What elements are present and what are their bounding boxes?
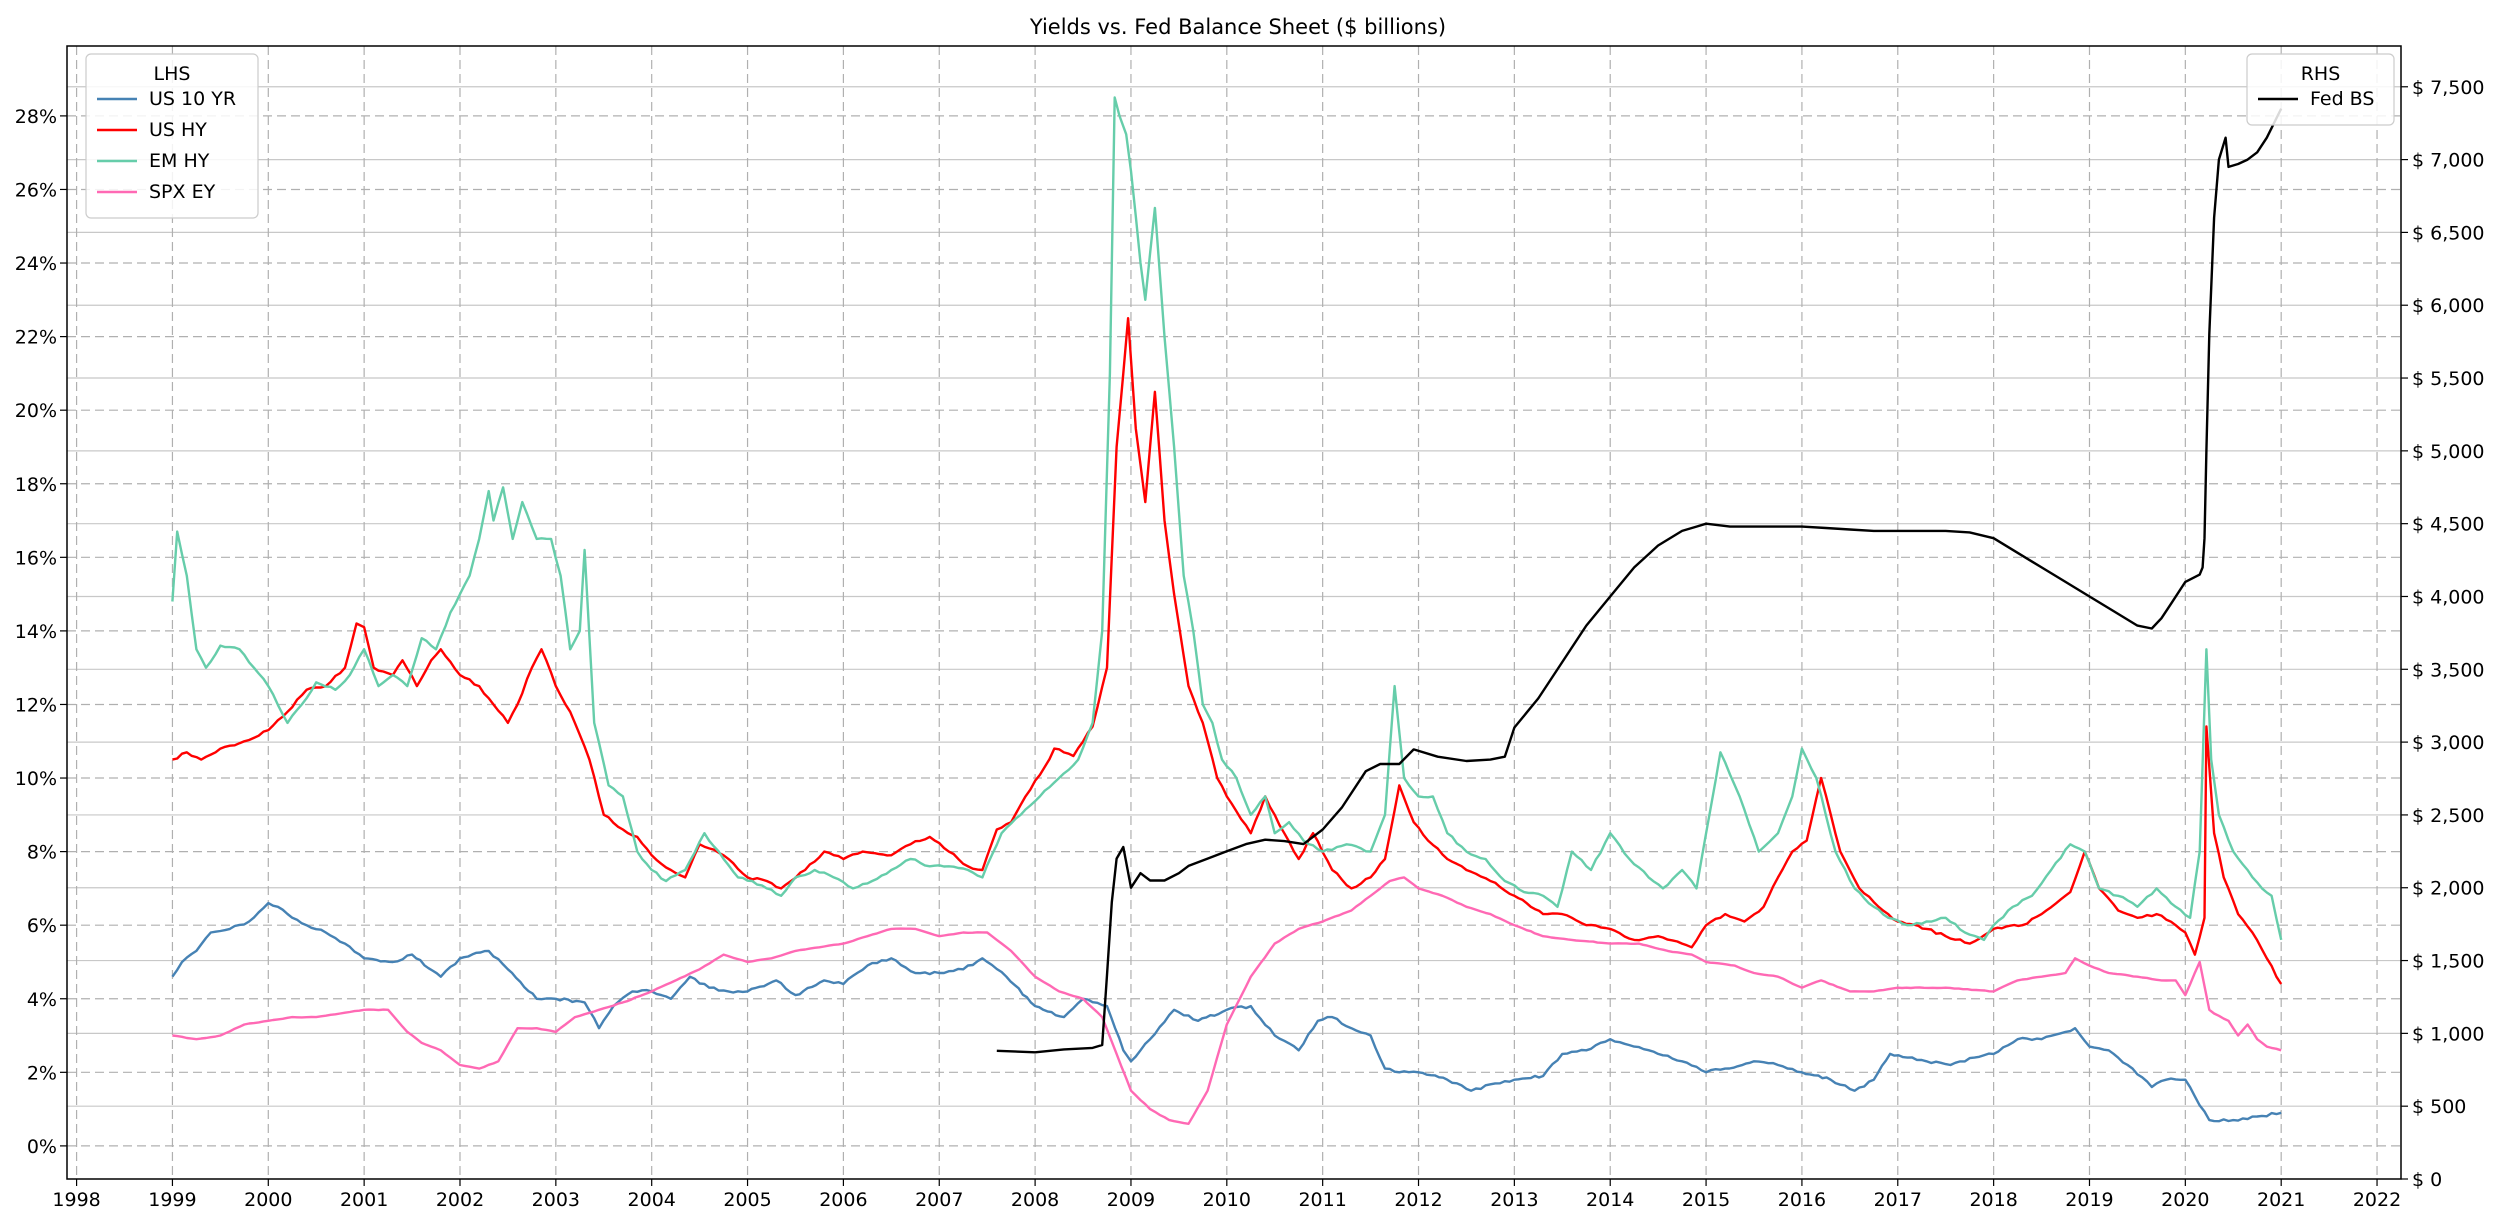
right-tick-label: $ 1,000 [2412, 1023, 2485, 1045]
x-tick-label: 2017 [1874, 1189, 1922, 1211]
x-tick-label: 2019 [2065, 1189, 2113, 1211]
left-tick-label: 14% [15, 621, 57, 643]
right-tick-label: $ 7,000 [2412, 150, 2485, 172]
right-tick-label: $ 4,000 [2412, 586, 2485, 608]
right-tick-label: $ 5,000 [2412, 441, 2485, 463]
x-tick-label: 2011 [1298, 1189, 1346, 1211]
x-tick-label: 2021 [2257, 1189, 2305, 1211]
right-tick-label: $ 3,000 [2412, 732, 2485, 754]
left-tick-label: 18% [15, 474, 57, 496]
legend-entry-label: SPX EY [149, 181, 216, 203]
x-tick-label: 2005 [723, 1189, 771, 1211]
chart-title: Yields vs. Fed Balance Sheet ($ billions… [1029, 15, 1446, 39]
left-tick-label: 8% [27, 842, 57, 864]
legend-box [85, 53, 259, 219]
series-line-us-10-yr [171, 901, 2282, 1123]
right-tick-label: $ 6,500 [2412, 222, 2485, 244]
x-tick-label: 2014 [1586, 1189, 1634, 1211]
legend-box [2246, 53, 2395, 126]
legend-entry-label: US HY [149, 119, 207, 141]
right-tick-label: $ 1,500 [2412, 951, 2485, 973]
left-tick-label: 12% [15, 694, 57, 716]
legend-title: LHS [154, 63, 191, 85]
right-tick-label: $ 6,000 [2412, 295, 2485, 317]
series-line-em-hy [171, 96, 2283, 942]
legend-rhs: RHS Fed BS [2246, 53, 2395, 126]
left-tick-label: 10% [15, 768, 57, 790]
series-line-fed-bs [996, 108, 2283, 1054]
x-tick-label: 2004 [628, 1189, 676, 1211]
right-tick-label: $ 3,500 [2412, 659, 2485, 681]
left-tick-label: 4% [27, 989, 57, 1011]
x-tick-label: 2022 [2353, 1189, 2401, 1211]
right-tick-label: $ 0 [2412, 1169, 2442, 1191]
x-tick-label: 2001 [340, 1189, 388, 1211]
x-tick-label: 2013 [1490, 1189, 1538, 1211]
right-tick-label: $ 7,500 [2412, 77, 2485, 99]
legend-lhs: LHS US 10 YR US HY EM HY SPX EY [85, 53, 259, 219]
left-tick-label: 26% [15, 179, 57, 201]
x-tick-label: 1999 [148, 1189, 196, 1211]
x-tick-label: 2016 [1778, 1189, 1826, 1211]
series-layer [171, 96, 2283, 1125]
right-tick-label: $ 2,000 [2412, 878, 2485, 900]
series-line-us-hy [172, 317, 2283, 985]
left-tick-label: 16% [15, 547, 57, 569]
x-tick-label: 2003 [532, 1189, 580, 1211]
x-tick-label: 2000 [244, 1189, 292, 1211]
right-tick-label: $ 500 [2412, 1096, 2466, 1118]
left-tick-label: 22% [15, 327, 57, 349]
right-tick-label: $ 4,500 [2412, 514, 2485, 536]
legend-entry-label: US 10 YR [149, 88, 236, 110]
x-tick-label: 2018 [1969, 1189, 2017, 1211]
legend-entry-label: EM HY [149, 150, 210, 172]
x-tick-label: 2006 [819, 1189, 867, 1211]
left-tick-label: 2% [27, 1062, 57, 1084]
x-tick-label: 2007 [915, 1189, 963, 1211]
x-tick-label: 2010 [1203, 1189, 1251, 1211]
left-tick-label: 0% [27, 1136, 57, 1158]
x-tick-label: 2008 [1011, 1189, 1059, 1211]
series-line-spx-ey [172, 876, 2282, 1125]
legend-entry-label: Fed BS [2310, 88, 2374, 110]
left-tick-label: 20% [15, 400, 57, 422]
x-tick-label: 2020 [2161, 1189, 2209, 1211]
left-tick-label: 24% [15, 253, 57, 275]
axis-layer: 1998 1999 2000 2001 2002 2003 2004 2005 2006 2007… [15, 77, 2485, 1211]
left-tick-label: 6% [27, 915, 57, 937]
left-tick-label: 28% [15, 106, 57, 128]
x-tick-label: 2009 [1107, 1189, 1155, 1211]
x-tick-label: 1998 [52, 1189, 100, 1211]
x-tick-label: 2015 [1682, 1189, 1730, 1211]
right-tick-label: $ 5,500 [2412, 368, 2485, 390]
x-tick-label: 2002 [436, 1189, 484, 1211]
plot-frame [66, 45, 2402, 1180]
x-tick-label: 2012 [1394, 1189, 1442, 1211]
right-tick-label: $ 2,500 [2412, 805, 2485, 827]
legend-title: RHS [2301, 63, 2341, 85]
